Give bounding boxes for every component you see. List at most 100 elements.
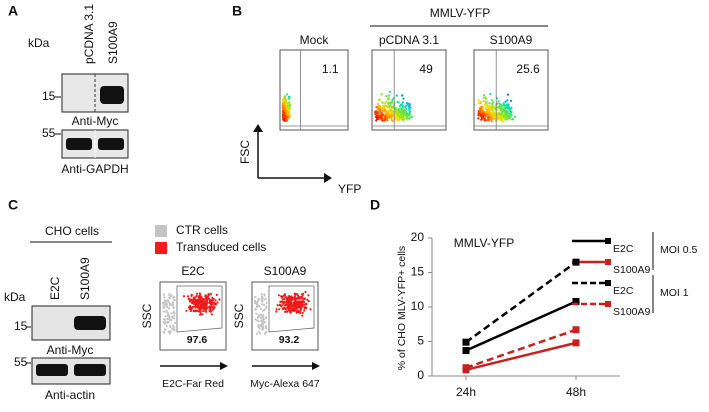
antibody-label: Anti-GAPDH <box>61 162 128 176</box>
event-dot <box>298 297 301 300</box>
event-dot <box>265 306 268 309</box>
event-dot <box>260 300 264 303</box>
event-dot <box>496 102 499 105</box>
event-dot <box>262 322 265 326</box>
event-dot <box>378 111 381 114</box>
event-dot <box>300 296 303 300</box>
event-dot <box>258 327 261 330</box>
event-dot <box>490 120 493 123</box>
event-dot <box>284 110 287 113</box>
event-dot <box>307 300 310 303</box>
event-dot <box>296 293 299 296</box>
event-dot <box>296 302 299 305</box>
gate-percent: 49 <box>419 62 433 76</box>
event-dot <box>167 300 170 304</box>
event-dot <box>259 332 262 335</box>
y-tick-label: 10 <box>411 299 425 313</box>
event-dot <box>397 101 400 104</box>
event-dot <box>163 299 166 302</box>
event-dot <box>379 105 382 108</box>
event-dot <box>374 111 378 114</box>
event-dot <box>478 107 482 110</box>
event-dot <box>166 321 169 324</box>
event-dot <box>306 298 309 301</box>
event-dot <box>488 101 491 105</box>
event-dot <box>165 306 169 309</box>
gate-percent: 25.6 <box>516 62 540 76</box>
event-dot <box>502 114 505 117</box>
gate-percent: 97.6 <box>187 334 208 346</box>
event-dot <box>193 302 196 305</box>
event-dot <box>405 101 408 105</box>
event-dot <box>299 308 302 311</box>
event-dot <box>209 302 212 305</box>
event-dot <box>163 293 166 296</box>
event-dot <box>284 96 287 99</box>
event-dot <box>386 113 389 116</box>
event-dot <box>289 304 292 307</box>
antibody-label: Anti-actin <box>45 388 95 402</box>
data-point <box>572 326 580 334</box>
event-dot <box>201 301 204 304</box>
event-dot <box>282 302 285 305</box>
event-dot <box>298 310 301 313</box>
event-dot <box>205 294 208 297</box>
event-dot <box>402 117 405 120</box>
event-dot <box>392 110 395 113</box>
event-dot <box>256 319 259 322</box>
x-tick-label: 48h <box>566 385 586 399</box>
event-dot <box>283 304 287 307</box>
event-dot <box>485 97 488 100</box>
event-dot <box>301 305 304 308</box>
plot-title: S100A9 <box>264 264 307 278</box>
axis-label: E2C-Far Red <box>162 378 224 390</box>
event-dot <box>480 118 483 121</box>
event-dot <box>284 310 287 313</box>
event-dot <box>490 112 494 115</box>
event-dot <box>283 103 286 106</box>
event-dot <box>299 311 302 314</box>
event-dot <box>168 332 171 335</box>
event-dot <box>185 309 188 312</box>
event-dot <box>201 297 204 300</box>
event-dot <box>261 326 265 329</box>
lane-label: S100A9 <box>78 257 92 300</box>
event-dot <box>254 300 257 303</box>
event-dot <box>189 300 192 303</box>
event-dot <box>204 305 207 308</box>
event-dot <box>388 111 392 114</box>
event-dot <box>390 115 393 118</box>
event-dot <box>384 102 387 105</box>
legend-label: S100A9 <box>613 264 651 276</box>
event-dot <box>477 117 480 120</box>
event-dot <box>507 93 510 96</box>
event-dot <box>497 100 500 103</box>
chart-title: MMLV-YFP <box>454 236 514 250</box>
event-dot <box>209 309 212 312</box>
legend-marker <box>605 259 611 265</box>
cell-line: CHO cells <box>45 224 99 238</box>
event-dot <box>164 328 167 331</box>
event-dot <box>172 326 175 329</box>
event-dot <box>299 302 302 305</box>
event-dot <box>166 311 169 314</box>
event-dot <box>479 111 482 114</box>
event-dot <box>197 307 200 310</box>
event-dot <box>260 325 263 328</box>
event-dot <box>399 103 402 107</box>
panel-label: D <box>370 197 380 213</box>
event-dot <box>401 109 404 112</box>
event-dot <box>263 293 266 296</box>
event-dot <box>190 301 194 304</box>
event-dot <box>477 112 480 115</box>
event-dot <box>303 297 306 300</box>
lane-label: pCDNA 3.1 <box>82 4 96 64</box>
event-dot <box>403 109 406 112</box>
event-dot <box>168 304 172 307</box>
event-dot <box>275 308 278 311</box>
event-dot <box>295 304 298 307</box>
band <box>74 364 106 376</box>
event-dot <box>484 114 487 117</box>
gate-percent: 93.2 <box>279 334 300 346</box>
legend-marker <box>605 238 611 244</box>
